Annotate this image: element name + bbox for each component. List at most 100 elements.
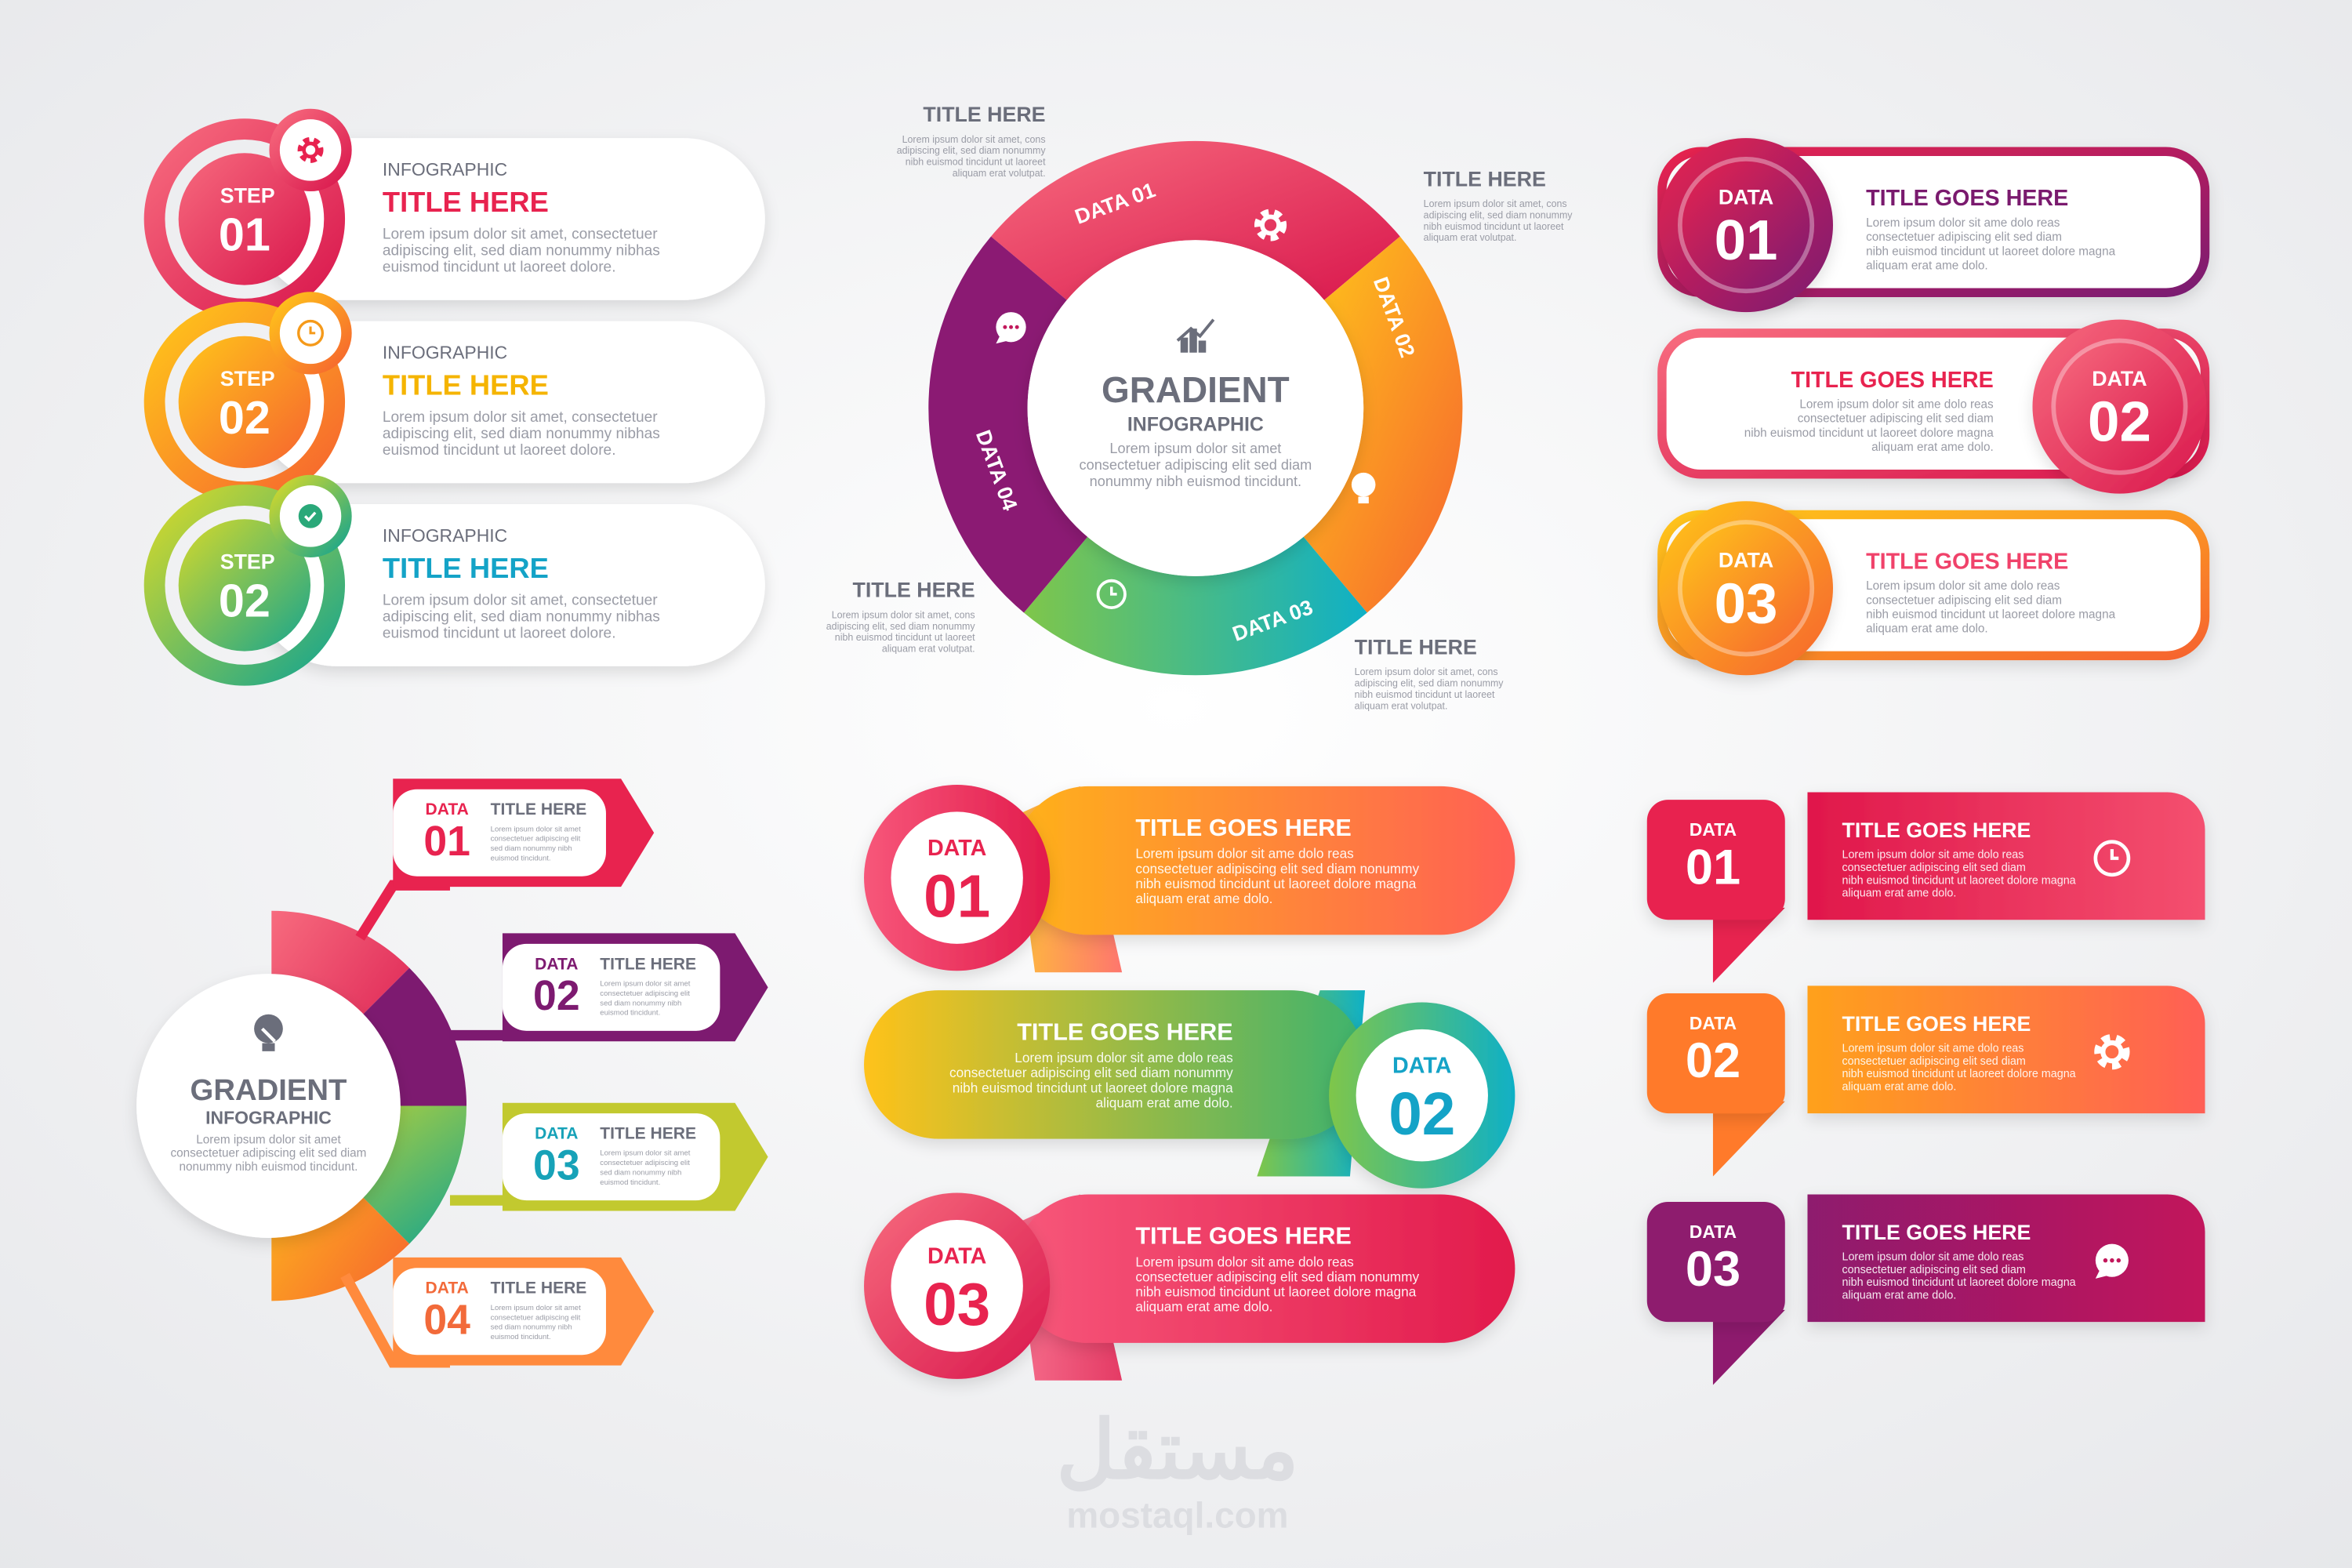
step-card <box>255 138 765 300</box>
gear-icon <box>297 136 324 163</box>
body-line: consectetuer adipiscing elit sed diam <box>1842 862 2025 874</box>
watermark-site: mostaql.com <box>1066 1494 1288 1535</box>
flag-card <box>1807 1194 2205 1323</box>
callout-title: TITLE HERE <box>1424 167 1546 191</box>
callout-title: TITLE HERE <box>923 103 1045 126</box>
data-number: 01 <box>1715 209 1778 272</box>
body-line: Lorem ipsum dolor sit ame dolo reas <box>1866 579 2060 593</box>
step-title: TITLE HERE <box>383 552 549 584</box>
body-line: adipiscing elit, sed diam nonummy nibhas <box>383 426 660 442</box>
body-line: euismod tincidunt. <box>491 855 551 863</box>
cycle-segment <box>1303 236 1463 613</box>
flag-pointer <box>1712 907 1785 983</box>
chart-icon <box>1198 340 1207 353</box>
banner-label: DATA <box>1392 1053 1451 1078</box>
banner-number: 03 <box>924 1272 990 1338</box>
cycle-segment <box>1023 536 1367 676</box>
center-subtitle: INFOGRAPHIC <box>1127 413 1264 435</box>
tag-number: 04 <box>423 1297 470 1343</box>
body-line: Lorem ipsum dolor sit amet, cons <box>902 134 1046 145</box>
step-badge <box>178 153 311 285</box>
body-line: consectetuer adipiscing elit sed diam no… <box>949 1065 1233 1080</box>
tag-body <box>393 789 606 877</box>
card-title: TITLE GOES HERE <box>1866 186 2068 211</box>
body-line: aliquam erat ame dolo. <box>1842 1080 1956 1093</box>
clock-icon <box>1096 579 1127 610</box>
step-number: 02 <box>219 575 270 627</box>
check-icon <box>303 511 317 522</box>
clock-icon <box>2110 849 2119 860</box>
bulb-icon <box>254 1014 283 1044</box>
step-badge <box>178 336 311 469</box>
body-line: nonummy nibh euismod tincidunt. <box>180 1160 358 1174</box>
body-line: Lorem ipsum dolor sit amet <box>600 1149 690 1158</box>
step-ring <box>143 485 346 686</box>
data-label: DATA <box>1719 548 1773 572</box>
chat-icon <box>996 334 1008 344</box>
gear-icon <box>302 141 319 159</box>
data-badge-inner <box>2051 338 2188 475</box>
body-line: Lorem ipsum dolor sit ame dolo reas <box>1014 1050 1232 1065</box>
center-title: GRADIENT <box>191 1073 347 1107</box>
chart-icon <box>1176 318 1215 342</box>
banner-number: 02 <box>1388 1081 1455 1148</box>
banner-bar <box>864 990 1366 1139</box>
body-line: nonummy nibh euismod tincidunt. <box>1090 474 1301 489</box>
data-label: DATA <box>2092 367 2147 390</box>
step-number: 02 <box>219 391 270 444</box>
body-line: nibh euismod tincidunt ut laoreet dolore… <box>1135 1284 1416 1300</box>
body-line: sed diam nonummy nibh <box>491 844 572 853</box>
step-label: STEP <box>220 183 275 207</box>
body-line: Lorem ipsum dolor sit amet, cons <box>1355 666 1498 677</box>
body-line: consectetuer adipiscing elit sed diam <box>1080 457 1312 473</box>
body-line: nibh euismod tincidunt ut laoreet dolore… <box>1842 1276 2075 1289</box>
body-line: aliquam erat volutpat. <box>1424 232 1517 243</box>
body-line: aliquam erat ame dolo. <box>1871 441 1994 454</box>
step-card <box>255 504 765 666</box>
step-label: STEP <box>220 367 275 390</box>
tag-label: DATA <box>426 1279 469 1298</box>
gear-icon <box>1254 209 1287 241</box>
bulb-icon <box>1357 483 1370 496</box>
tag-label: DATA <box>535 1125 578 1143</box>
body-line: nibh euismod tincidunt ut laoreet <box>1355 689 1495 700</box>
body-line: adipiscing elit, sed diam nonummy <box>897 145 1047 156</box>
body-line: nibh euismod tincidunt ut laoreet dolore… <box>1842 874 2075 887</box>
clock-icon <box>2093 840 2131 877</box>
flag-number: 03 <box>1686 1242 1740 1297</box>
callout-title: TITLE HERE <box>1355 635 1477 659</box>
tag-body <box>502 1113 720 1201</box>
chart-icon <box>1180 337 1189 353</box>
body-line: consectetuer adipiscing elit sed diam no… <box>1135 1269 1419 1284</box>
flag-pointer <box>1712 1101 1785 1177</box>
step-title: TITLE HERE <box>383 186 549 218</box>
body-line: sed diam nonummy nibh <box>600 999 681 1007</box>
data-badge-inner <box>1677 156 1815 294</box>
tag-number: 03 <box>533 1142 580 1189</box>
body-line: Lorem ipsum dolor sit amet, consectetuer <box>383 226 658 242</box>
tag-label: DATA <box>535 955 578 973</box>
step-kicker: INFOGRAPHIC <box>383 342 507 362</box>
banner-disc <box>1356 1029 1488 1162</box>
tag-title: TITLE HERE <box>600 1125 696 1143</box>
body-line: adipiscing elit, sed diam nonummy <box>1424 209 1573 220</box>
body-line: Lorem ipsum dolor sit ame dolo reas <box>1135 1254 1353 1269</box>
tag-body <box>502 943 720 1031</box>
clock-icon <box>1110 586 1117 596</box>
banner-disc <box>891 811 1023 944</box>
body-line: nibh euismod tincidunt ut laoreet dolore… <box>1842 1068 2075 1080</box>
body-line: euismod tincidunt. <box>491 1333 551 1341</box>
step-title: TITLE HERE <box>383 368 549 401</box>
body-line: adipiscing elit, sed diam nonummy <box>1355 678 1504 689</box>
chart-icon <box>1189 328 1197 353</box>
chat-dot <box>2116 1258 2122 1263</box>
body-line: Lorem ipsum dolor sit amet, consectetuer <box>383 409 658 426</box>
cycle-segment <box>928 236 1088 613</box>
body-line: consectetuer adipiscing elit <box>600 989 690 998</box>
body-line: aliquam erat volutpat. <box>882 644 975 655</box>
body-line: sed diam nonummy nibh <box>600 1169 681 1178</box>
tag-number: 01 <box>423 818 470 865</box>
flag-card <box>1807 985 2205 1114</box>
body-line: nibh euismod tincidunt ut laoreet dolore… <box>1866 245 2115 258</box>
